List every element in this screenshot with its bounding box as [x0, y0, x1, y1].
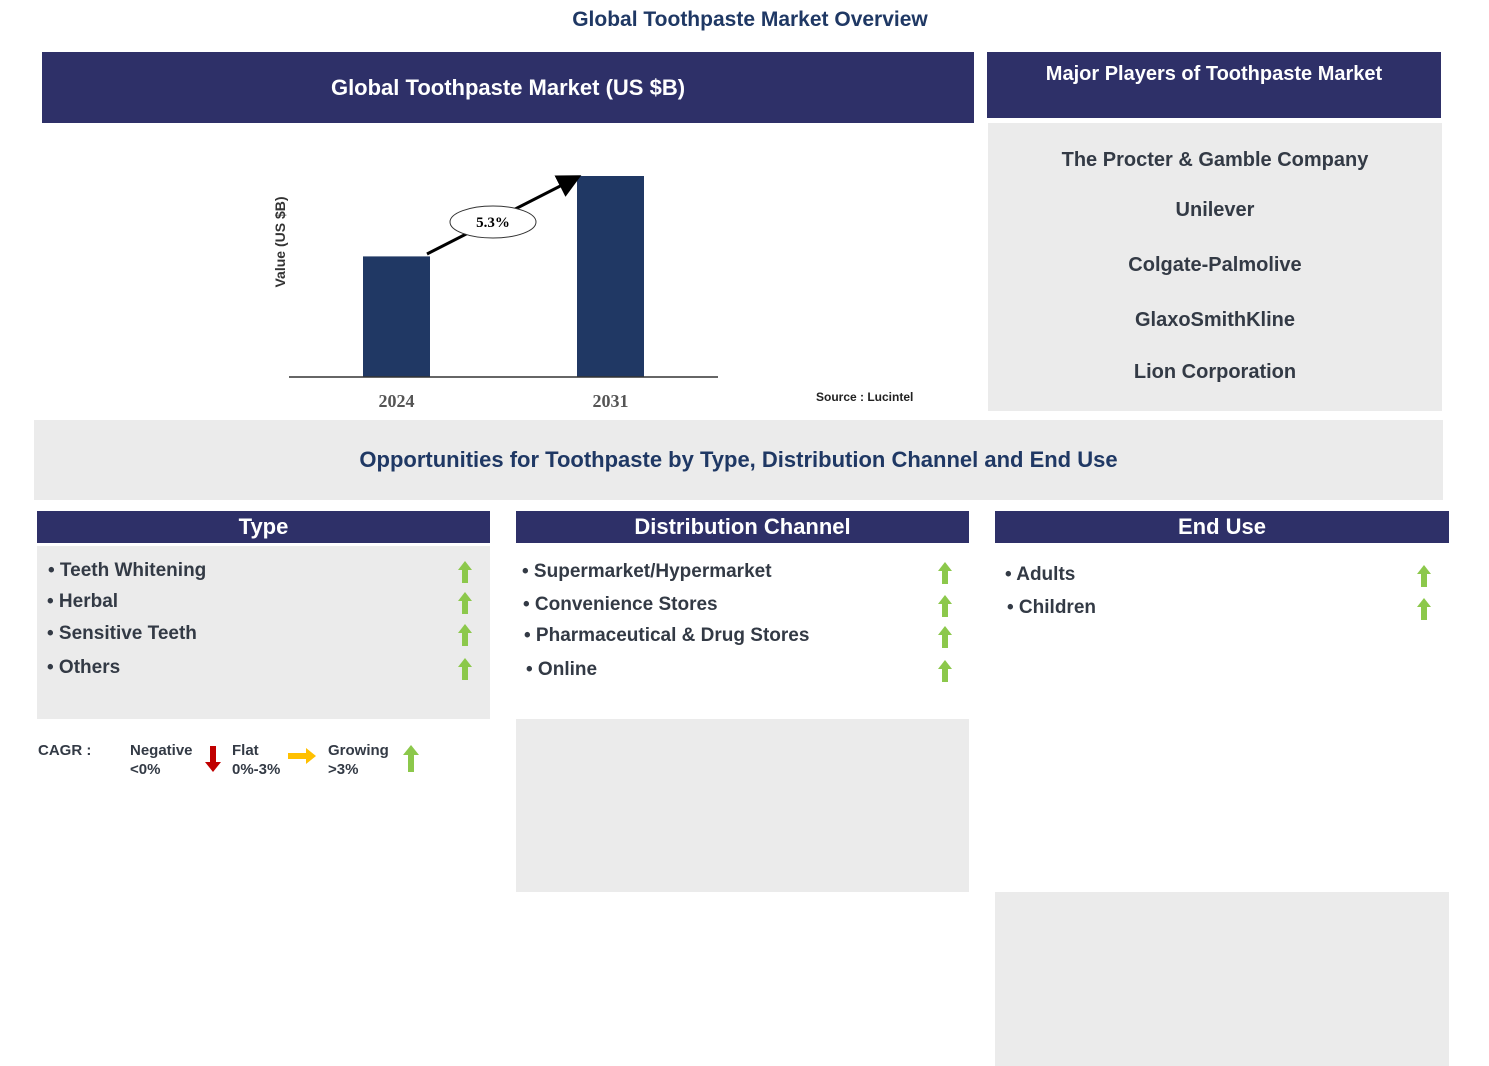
legend-growing-label: Growing	[328, 742, 389, 759]
segment-body	[995, 892, 1449, 1066]
legend-negative: Negative <0%	[130, 741, 193, 779]
source-note: Source : Lucintel	[816, 390, 914, 404]
segment-item: • Herbal	[47, 591, 119, 612]
bar-2031	[577, 176, 644, 377]
bar-chart: Value (US $B) 2024 2031 5.3%	[272, 175, 718, 411]
segment-item: • Supermarket/Hypermarket	[522, 561, 772, 582]
player-item: Colgate-Palmolive	[1128, 254, 1302, 276]
players-list: The Procter & Gamble Company Unilever Co…	[988, 123, 1442, 411]
arrow-up-icon	[938, 660, 952, 682]
segment-item: • Convenience Stores	[523, 594, 718, 615]
arrow-up-icon	[1417, 598, 1431, 620]
x-tick-label: 2031	[593, 391, 629, 411]
arrow-up-icon	[458, 658, 472, 680]
arrow-up-icon	[403, 745, 419, 772]
segment-item: • Pharmaceutical & Drug Stores	[524, 625, 810, 646]
bar-2024	[363, 256, 430, 377]
segment-body	[516, 719, 969, 892]
y-axis-label: Value (US $B)	[272, 196, 288, 287]
arrow-up-icon	[458, 561, 472, 583]
segment-item: • Online	[526, 659, 598, 680]
arrow-up-icon	[458, 592, 472, 614]
arrow-up-icon	[938, 626, 952, 648]
cagr-bubble	[449, 205, 537, 239]
legend-flat-label: Flat	[232, 742, 259, 759]
page-title: Global Toothpaste Market Overview	[572, 8, 928, 31]
player-item: Unilever	[1175, 199, 1255, 221]
arrow-up-icon	[938, 595, 952, 617]
segment-header: Type	[37, 511, 490, 543]
arrow-up-icon	[938, 562, 952, 584]
legend-label: CAGR :	[38, 742, 92, 759]
legend-flat-range: 0%-3%	[232, 761, 281, 778]
x-tick-label: 2024	[379, 391, 415, 411]
segment-item: • Others	[47, 657, 121, 678]
players-title: Major Players of Toothpaste Market	[987, 52, 1441, 118]
legend-growing-range: >3%	[328, 761, 359, 778]
arrow-down-icon	[205, 746, 221, 772]
segment-item: • Sensitive Teeth	[47, 623, 197, 644]
segment-body	[37, 546, 490, 719]
segment-header: Distribution Channel	[516, 511, 969, 543]
legend-flat: Flat 0%-3%	[232, 741, 280, 779]
cagr-label: 5.3%	[476, 215, 510, 231]
arrow-up-icon	[1417, 565, 1431, 587]
segment-item: • Children	[1007, 597, 1096, 618]
arrow-up-icon	[458, 624, 472, 646]
player-item: The Procter & Gamble Company	[1061, 149, 1369, 171]
segment-item: • Adults	[1005, 564, 1076, 585]
segment-header: End Use	[995, 511, 1449, 543]
opportunities-banner: Opportunities for Toothpaste by Type, Di…	[34, 420, 1443, 500]
arrow-right-icon	[288, 748, 316, 764]
segment-item: • Teeth Whitening	[48, 560, 207, 581]
legend-growing: Growing >3%	[328, 741, 389, 779]
chart-title: Global Toothpaste Market (US $B)	[42, 52, 974, 123]
legend-negative-label: Negative	[130, 742, 193, 759]
player-item: Lion Corporation	[1133, 361, 1297, 383]
player-item: GlaxoSmithKline	[1134, 309, 1296, 331]
legend-negative-range: <0%	[130, 761, 161, 778]
